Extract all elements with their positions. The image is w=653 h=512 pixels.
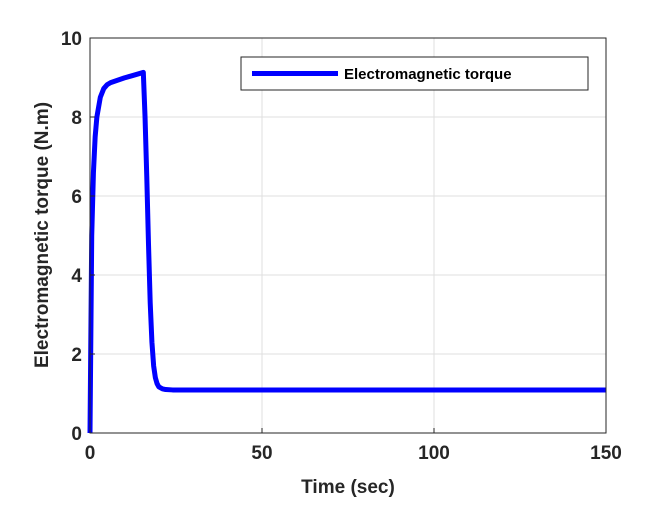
tick-labels: 0 50 100 150 0 2 4 6 8 10 (61, 29, 622, 464)
axes-box (89, 37, 607, 434)
y-tick-label: 6 (71, 187, 82, 208)
x-tick-label: 0 (85, 443, 96, 464)
y-tick-label: 4 (71, 266, 82, 287)
y-tick-label: 2 (71, 345, 82, 366)
y-tick-label: 8 (71, 108, 82, 129)
y-axis-label: Electromagnetic torque (N.m) (32, 102, 53, 368)
ticks (89, 37, 607, 434)
y-tick-label: 0 (71, 424, 82, 445)
series-layer (87, 69, 606, 434)
x-axis-label: Time (sec) (301, 477, 395, 498)
y-tick-label: 10 (61, 29, 82, 50)
series-line-electromagnetic-torque (87, 69, 606, 434)
grid (90, 38, 606, 433)
x-tick-label: 50 (251, 443, 272, 464)
legend-entry-label: Electromagnetic torque (344, 66, 512, 83)
x-tick-label: 100 (418, 443, 450, 464)
x-tick-label: 150 (590, 443, 622, 464)
plot-background (90, 38, 606, 433)
legend: Electromagnetic torque (240, 56, 589, 91)
